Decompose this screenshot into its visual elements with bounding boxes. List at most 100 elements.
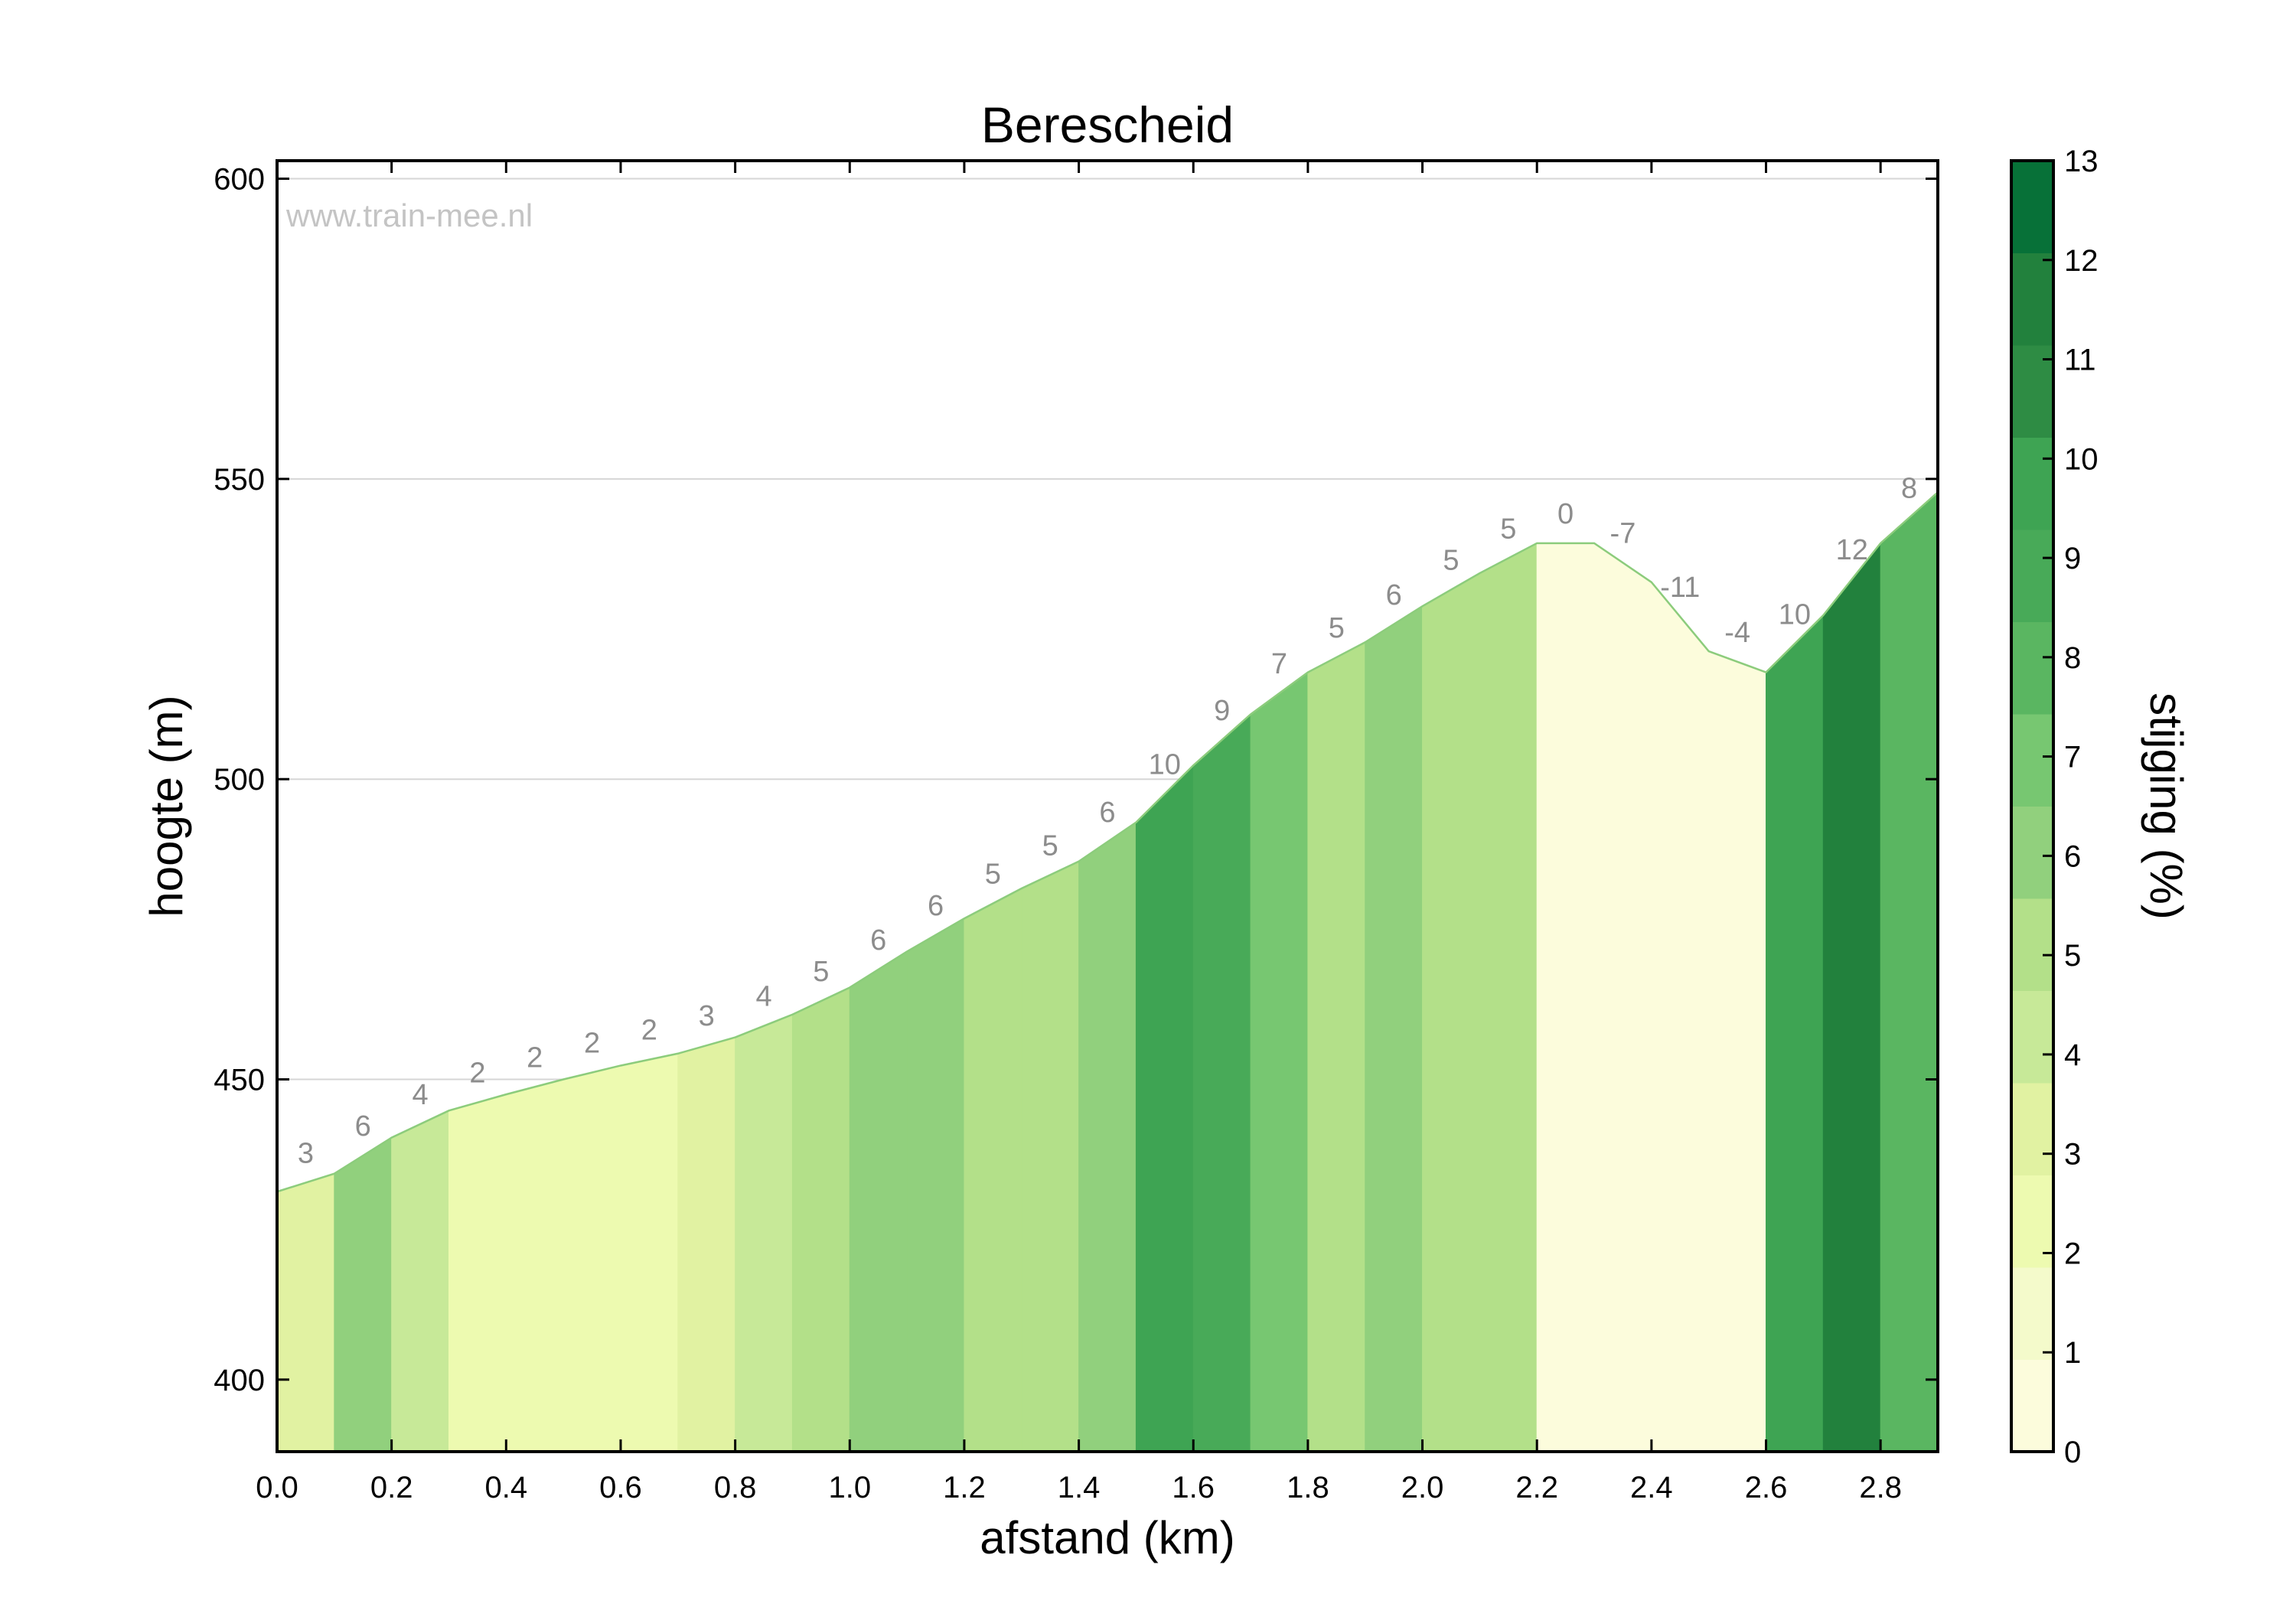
colorbar-tick-label: 5	[2064, 939, 2081, 973]
grade-label: 2	[469, 1058, 485, 1090]
grade-label: 6	[870, 924, 886, 957]
colorbar-segment	[2011, 621, 2053, 715]
gradient-segment	[563, 1064, 621, 1452]
y-tick-label: 400	[214, 1364, 265, 1397]
x-tick-label: 1.2	[943, 1471, 986, 1504]
gradient-segments	[276, 491, 1939, 1452]
gradient-segment	[1880, 491, 1939, 1452]
colorbar-tick-label: 12	[2064, 244, 2099, 278]
gradient-segment	[735, 1014, 793, 1452]
grade-label: 6	[1386, 579, 1402, 611]
gradient-segment	[677, 1036, 736, 1452]
grade-label: 5	[1042, 830, 1058, 862]
grade-label: 8	[1901, 472, 1917, 504]
grade-label: 10	[1149, 748, 1181, 781]
colorbar-tick-label: 11	[2064, 344, 2096, 377]
colorbar-tick-label: 13	[2064, 145, 2099, 178]
gradient-segment	[1250, 671, 1309, 1452]
y-axis-title: hoogte (m)	[141, 695, 192, 917]
y-tick-label: 500	[214, 763, 265, 797]
x-tick-label: 0.2	[370, 1471, 413, 1504]
gradient-segment	[849, 950, 908, 1452]
colorbar-segment	[2011, 530, 2053, 622]
y-tick-label: 600	[214, 163, 265, 197]
grade-label: 5	[1500, 513, 1516, 545]
colorbar-tick-label: 4	[2064, 1038, 2081, 1072]
colorbar-segment	[2011, 1083, 2053, 1175]
gradient-segment	[1365, 605, 1424, 1452]
colorbar-segment	[2011, 253, 2053, 346]
y-tick-label: 550	[214, 463, 265, 497]
x-tick-label: 2.0	[1401, 1471, 1444, 1504]
grade-label: 10	[1779, 598, 1811, 631]
x-tick-label: 1.6	[1172, 1471, 1215, 1504]
grade-label: 0	[1557, 498, 1574, 530]
grade-label: -11	[1660, 572, 1700, 604]
gradient-segment	[334, 1136, 393, 1452]
gradient-segment	[1479, 542, 1538, 1452]
colorbar-segment	[2011, 437, 2053, 530]
colorbar-frame	[2010, 159, 2055, 1453]
x-tick-label: 1.4	[1058, 1471, 1101, 1504]
gradient-segment	[1593, 542, 1652, 1452]
x-tick-label: 2.2	[1515, 1471, 1558, 1504]
watermark: www.train-mee.nl	[285, 197, 533, 233]
grade-label: 12	[1836, 534, 1868, 566]
gradient-segment	[505, 1078, 564, 1452]
x-tick-label: 0.0	[256, 1471, 298, 1504]
colorbar-segment	[2011, 1267, 2053, 1360]
y-tick-labels: 400 450 500 550 600	[214, 163, 265, 1397]
gradient-segment	[1822, 542, 1881, 1452]
axis-ticks	[276, 161, 1938, 1452]
gradient-segment	[1422, 572, 1480, 1452]
x-tick-labels: 0.0 0.2 0.4 0.6 0.8 1.0 1.2 1.4 1.6 1.8 2.0 2.2 2.4 2…	[256, 1471, 1902, 1504]
gradient-segment	[448, 1094, 507, 1452]
gradient-segment	[276, 1173, 335, 1452]
colorbar-tick-label: 8	[2064, 641, 2081, 675]
colorbar-tick-label: 10	[2064, 442, 2099, 476]
x-axis-title: afstand (km)	[980, 1512, 1234, 1563]
colorbar-segment	[2011, 161, 2053, 253]
gradient-segment	[1708, 650, 1767, 1452]
gradient-segment	[1192, 713, 1251, 1452]
grade-label: 2	[527, 1041, 543, 1074]
gradient-segment	[1766, 614, 1824, 1452]
colorbar-segment	[2011, 898, 2053, 991]
grade-label: 7	[1271, 648, 1287, 680]
grade-label: 6	[355, 1110, 371, 1143]
grade-label: -4	[1724, 617, 1750, 649]
colorbar-tick-label: 9	[2064, 542, 2081, 575]
plot-frame	[276, 159, 1939, 1453]
grade-label: 5	[1443, 545, 1459, 577]
grade-label: 5	[813, 956, 829, 988]
grade-label: 5	[985, 859, 1001, 891]
colorbar-tick-label: 7	[2064, 741, 2081, 774]
gradient-segment	[391, 1110, 449, 1452]
grade-label: 3	[298, 1137, 314, 1169]
colorbar-tick-label: 6	[2064, 839, 2081, 873]
x-tick-label: 0.8	[714, 1471, 757, 1504]
x-tick-label: 0.4	[485, 1471, 528, 1504]
gradient-segment	[1651, 581, 1710, 1452]
gradient-segment	[1536, 543, 1595, 1452]
x-tick-label: 1.0	[828, 1471, 871, 1504]
x-tick-label: 2.6	[1745, 1471, 1788, 1504]
grade-label: 6	[928, 890, 944, 922]
gradient-segment	[1078, 821, 1137, 1452]
x-tick-label: 2.4	[1630, 1471, 1673, 1504]
grade-labels: 3 6 4 2 2 2 2 3 4 5 6 6 5 5 6 10 9 7 5 6 5 5 0 -7 -11 -4 10 12 8	[298, 472, 1917, 1169]
colorbar-segment	[2011, 1359, 2053, 1452]
grade-label: 4	[412, 1079, 428, 1111]
colorbar-segment	[2011, 806, 2053, 899]
colorbar-tick-label: 3	[2064, 1138, 2081, 1172]
gradient-segment	[620, 1053, 679, 1452]
colorbar-title: stijging (%)	[2141, 693, 2192, 920]
grade-label: 9	[1214, 695, 1230, 727]
grade-label: 4	[755, 981, 771, 1013]
gradient-segment	[1307, 641, 1366, 1452]
elevation-profile-line	[276, 491, 1939, 1193]
y-tick-label: 450	[214, 1064, 265, 1097]
gradient-segment	[964, 888, 1022, 1452]
colorbar-tick-label: 1	[2064, 1336, 2081, 1370]
